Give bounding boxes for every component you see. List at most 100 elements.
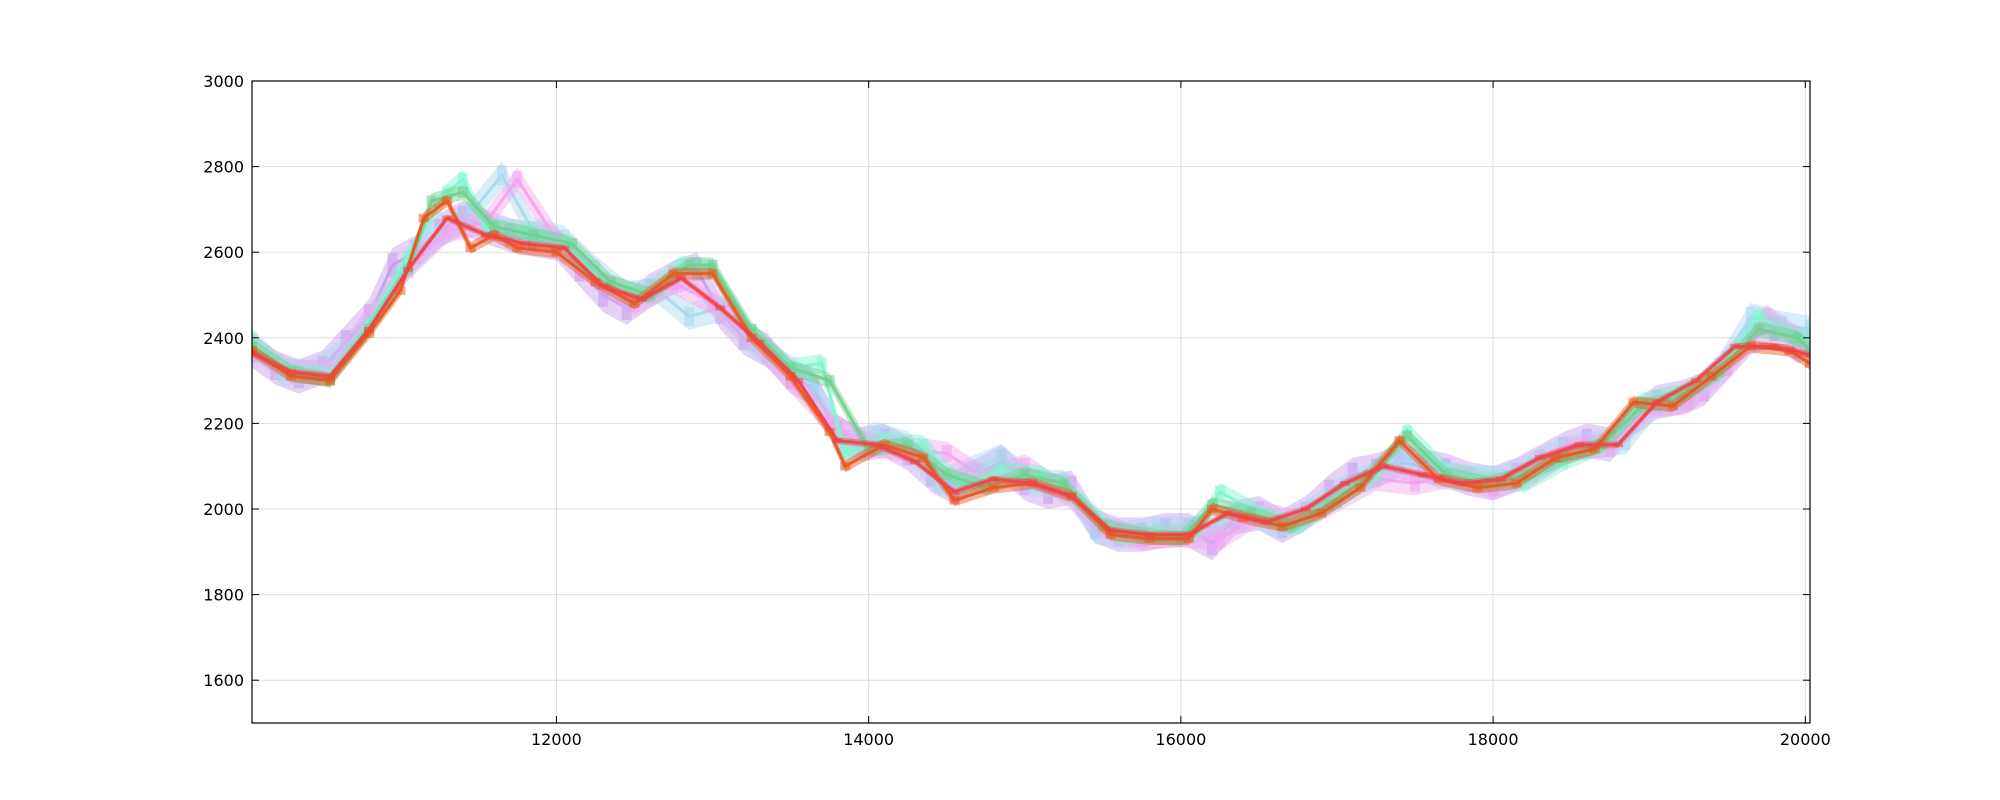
series-point — [840, 435, 851, 455]
series-point — [598, 275, 609, 289]
series-point — [840, 462, 851, 471]
series-point — [442, 215, 453, 221]
series-point — [457, 172, 468, 187]
series-point — [418, 213, 429, 223]
series-point — [957, 481, 968, 495]
series-point — [902, 439, 913, 451]
series-point — [1339, 480, 1350, 486]
tick-label-layer: 12000 14000 16000 18000 20000 1600 1800 2000 220… — [203, 72, 1830, 749]
series-point — [1402, 430, 1413, 442]
series-point — [512, 171, 523, 188]
series-point — [364, 326, 375, 332]
series-point — [1480, 477, 1491, 489]
series-point — [1644, 397, 1655, 415]
series-point — [980, 482, 991, 493]
series-point — [738, 325, 749, 350]
series-point — [1105, 530, 1116, 539]
series-point — [746, 323, 757, 335]
series-point — [637, 288, 648, 302]
series-point — [1417, 472, 1428, 478]
series-point — [1792, 334, 1803, 359]
series-point — [1691, 378, 1702, 383]
series-point — [1207, 504, 1218, 514]
series-point — [1511, 479, 1522, 488]
series-layer — [252, 161, 1810, 561]
series-point — [465, 243, 476, 253]
series-point — [1769, 343, 1780, 349]
series-point — [1378, 463, 1389, 469]
series-point — [1776, 315, 1787, 335]
series-point — [1472, 483, 1483, 492]
series-point — [252, 350, 257, 356]
series-point — [1558, 452, 1569, 464]
series-point — [442, 185, 453, 199]
series-point — [879, 433, 890, 448]
series-point — [1581, 428, 1592, 453]
series-point — [1183, 534, 1194, 544]
x-tick-label: 12000 — [531, 730, 582, 749]
series-point — [676, 275, 687, 281]
series-point — [1753, 323, 1764, 335]
series-point — [1144, 532, 1155, 538]
series-point — [1449, 466, 1460, 484]
series-point — [949, 496, 960, 505]
series-point — [403, 249, 414, 264]
series-point — [1730, 343, 1741, 349]
series-point — [1805, 319, 1810, 339]
y-tick-label: 1600 — [203, 671, 244, 690]
series-point — [1308, 499, 1319, 519]
series-point — [286, 372, 297, 381]
series-point — [488, 221, 499, 232]
series-point — [1183, 532, 1194, 538]
series-point — [1300, 506, 1311, 512]
series-point — [520, 224, 531, 238]
series-point — [1019, 469, 1030, 481]
series-point — [1292, 519, 1303, 533]
series-point — [520, 241, 531, 247]
series-point — [504, 223, 515, 248]
series-point — [754, 339, 765, 345]
series-point — [785, 362, 796, 374]
series-point — [691, 257, 702, 282]
series-point — [1573, 442, 1584, 448]
series-point — [707, 259, 718, 271]
series-point — [1363, 469, 1374, 481]
series-point — [551, 248, 562, 257]
series-point — [1511, 462, 1522, 487]
series-point — [629, 299, 640, 308]
series-point — [1675, 392, 1686, 404]
series-point — [1753, 309, 1764, 323]
y-tick-label: 3000 — [203, 72, 244, 91]
series-point — [1519, 476, 1530, 490]
series-point — [1066, 493, 1077, 499]
series-point — [481, 219, 492, 234]
series-point — [1144, 534, 1155, 544]
series-point — [1769, 317, 1780, 342]
series-point — [286, 369, 297, 375]
series-point — [996, 463, 1007, 478]
grid-layer — [252, 80, 1810, 723]
series-point — [590, 259, 601, 279]
series-point — [941, 469, 952, 481]
series-point — [637, 296, 648, 302]
series-point — [933, 473, 944, 493]
series-point — [1230, 505, 1241, 530]
series-point — [871, 442, 882, 448]
series-point — [496, 165, 507, 185]
series-point — [1261, 519, 1272, 525]
series-point — [1316, 509, 1327, 518]
series-point — [832, 438, 843, 443]
series-point — [715, 305, 726, 311]
x-tick-label: 20000 — [1780, 730, 1831, 749]
series-band — [252, 200, 1810, 561]
series-point — [1214, 516, 1225, 536]
series-point — [1488, 479, 1499, 496]
series-point — [1805, 352, 1810, 358]
series-point — [918, 438, 929, 452]
y-tick-label: 1800 — [203, 586, 244, 605]
series-point — [1706, 372, 1717, 381]
series-point — [1402, 448, 1413, 468]
series-point — [481, 232, 492, 238]
series-point — [910, 459, 921, 465]
series-point — [871, 426, 882, 446]
